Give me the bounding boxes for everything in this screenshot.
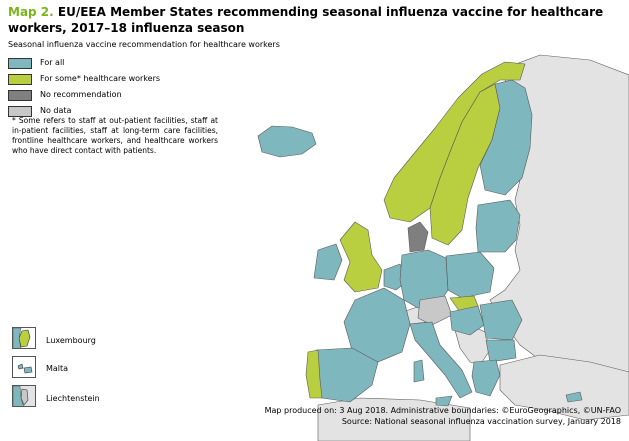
- map-title-text: EU/EEA Member States recommending season…: [8, 5, 604, 35]
- inset-label-luxembourg: Luxembourg: [46, 336, 96, 345]
- luxembourg-shape: [13, 328, 31, 348]
- footnote: * Some refers to staff at out-patient fa…: [12, 116, 218, 155]
- credits-source: Source: National seasonal influenza vacc…: [341, 417, 621, 426]
- liechtenstein-shape: [13, 386, 35, 406]
- legend-item-for-all: For all: [8, 55, 308, 71]
- legend-item-no-recommendation: No recommendation: [8, 87, 308, 103]
- map-number: Map 2.: [8, 5, 54, 19]
- country-italy: [409, 321, 473, 399]
- country-uk: [339, 221, 383, 293]
- country-hungary-croatia: [449, 305, 485, 336]
- legend-swatch: [8, 73, 32, 85]
- country-italy-islands: [413, 359, 453, 407]
- country-central-no-data: [417, 295, 453, 326]
- country-denmark: [407, 221, 429, 253]
- map-credits: Map produced on: 3 Aug 2018. Administrat…: [265, 405, 621, 427]
- country-baltics: [475, 199, 521, 253]
- legend-label: No data: [40, 106, 72, 115]
- credits-produced: Map produced on: 3 Aug 2018. Administrat…: [264, 406, 621, 415]
- malta-shape: [17, 363, 33, 374]
- legend-item-for-some: For some* healthcare workers: [8, 71, 308, 87]
- country-finland: [479, 79, 533, 196]
- legend: Seasonal influenza vaccine recommendatio…: [8, 40, 308, 119]
- inset-malta: [12, 356, 36, 378]
- legend-swatch: [8, 105, 32, 117]
- country-portugal: [305, 349, 323, 399]
- legend-label: For some* healthcare workers: [40, 74, 161, 83]
- legend-label: No recommendation: [40, 90, 122, 99]
- non-eu-north-africa: [317, 397, 471, 441]
- legend-item-no-data: No data: [8, 103, 308, 119]
- country-cyprus: [565, 391, 583, 403]
- map-title: Map 2. EU/EEA Member States recommending…: [8, 4, 623, 36]
- country-ireland: [313, 243, 343, 281]
- inset-liechtenstein: [12, 385, 36, 407]
- inset-label-malta: Malta: [46, 364, 69, 373]
- legend-label: For all: [40, 58, 65, 67]
- country-romania: [479, 299, 523, 341]
- legend-swatch: [8, 57, 32, 69]
- legend-swatch: [8, 89, 32, 101]
- non-eu-turkey: [499, 354, 629, 421]
- legend-title: Seasonal influenza vaccine recommendatio…: [8, 40, 280, 49]
- inset-luxembourg: [12, 327, 36, 349]
- country-bulgaria: [485, 339, 517, 363]
- country-iceland: [257, 125, 317, 158]
- inset-label-liechtenstein: Liechtenstein: [46, 394, 100, 403]
- country-greece: [471, 359, 501, 397]
- country-france: [343, 287, 411, 363]
- country-poland: [445, 251, 495, 299]
